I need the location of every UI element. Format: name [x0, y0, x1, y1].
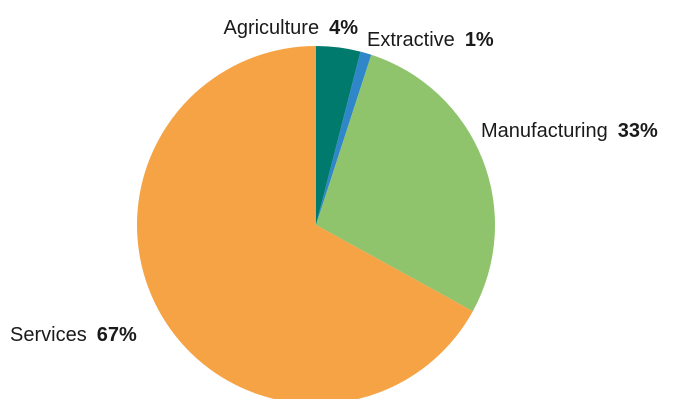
pie-slice-services	[136, 45, 473, 404]
slice-label-percent: 67%	[97, 324, 137, 346]
slice-label-extractive: Extractive 1%	[367, 29, 494, 51]
slice-label-name: Extractive	[367, 29, 455, 51]
pie-slice-extractive	[316, 51, 372, 226]
pie-slices	[136, 45, 495, 404]
slice-label-percent: 33%	[618, 120, 658, 142]
slice-label-percent: 4%	[329, 17, 358, 39]
slice-label-percent: 1%	[465, 29, 494, 51]
slice-label-agriculture: Agriculture 4%	[223, 17, 358, 39]
pie-slice-agriculture	[316, 46, 361, 225]
pie-slice-manufacturing	[316, 54, 495, 312]
slice-label-name: Agriculture	[223, 17, 319, 39]
slice-label-services: Services 67%	[10, 324, 137, 346]
slice-label-name: Services	[10, 324, 87, 346]
slice-label-name: Manufacturing	[481, 120, 608, 142]
pie-labels: Agriculture 4% Extractive 1% Manufacturing 33…	[10, 17, 658, 346]
slice-label-manufacturing: Manufacturing 33%	[481, 120, 658, 142]
